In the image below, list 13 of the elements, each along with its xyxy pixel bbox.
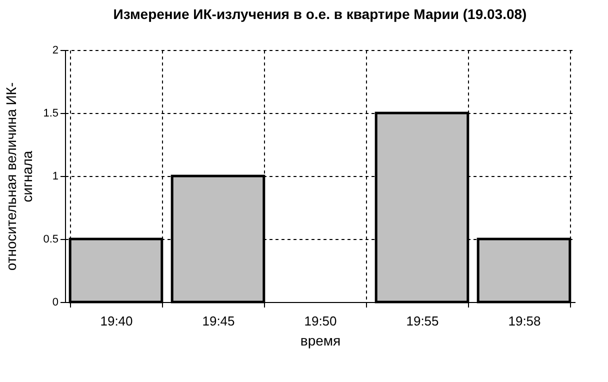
- x-tick-label: 19:50: [304, 314, 337, 328]
- x-axis-title: время: [300, 332, 341, 348]
- y-tick-label: 0.5: [43, 234, 58, 246]
- x-tick-label: 19:40: [100, 314, 133, 328]
- y-tick-label: 0: [52, 296, 58, 308]
- y-tick-label: 1: [52, 170, 58, 182]
- x-tick-label: 19:55: [406, 314, 439, 328]
- y-axis-title: относительная величина ИК-сигнала: [3, 82, 36, 271]
- x-tick-label: 19:58: [508, 314, 541, 328]
- chart-title: Измерение ИК-излучения в о.е. в квартире Марии (19.03.08): [113, 6, 527, 22]
- x-tick-label: 19:45: [202, 314, 235, 328]
- y-tick-label: 1.5: [43, 108, 58, 120]
- y-tick-label: 2: [52, 44, 58, 56]
